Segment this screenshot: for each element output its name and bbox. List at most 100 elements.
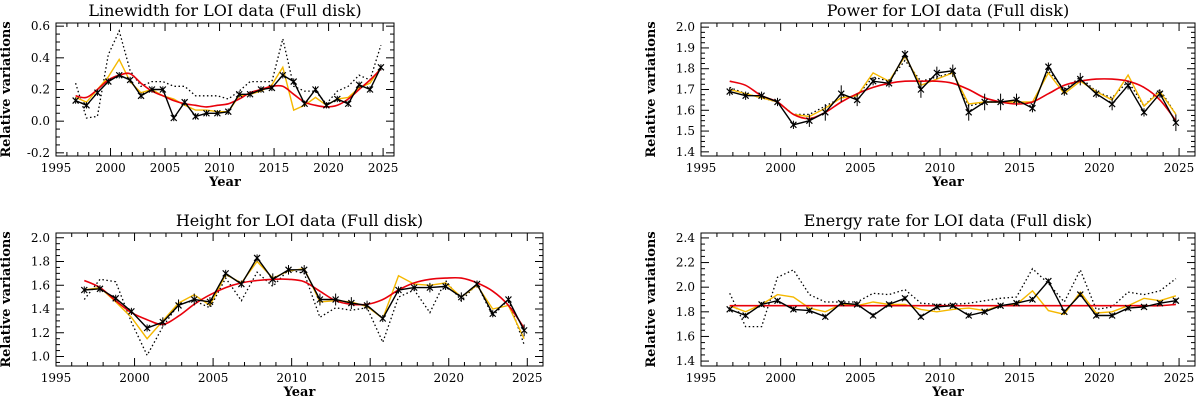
data-point-marker	[1124, 81, 1132, 89]
data-point-marker	[885, 79, 893, 87]
y-tick-label: 1.5	[676, 124, 695, 138]
series-line-red-fit	[729, 78, 1177, 122]
axes-frame	[55, 22, 395, 157]
x-tick-label: 1995	[686, 161, 717, 175]
data-point-marker	[917, 86, 925, 93]
data-point-marker	[869, 77, 877, 85]
y-tick-label: 2.4	[676, 231, 695, 245]
data-point-marker	[1060, 308, 1068, 316]
x-tick-label: 2020	[313, 161, 344, 175]
data-point-marker	[159, 318, 167, 326]
x-axis-label: Year	[931, 175, 964, 190]
data-point-marker	[170, 114, 178, 122]
x-tick-label: 2005	[845, 161, 876, 175]
y-tick-label: 0.6	[31, 19, 50, 33]
data-point-marker	[1108, 312, 1116, 319]
data-point-marker	[1029, 296, 1036, 303]
data-point-marker	[1076, 291, 1084, 298]
data-point-marker	[159, 86, 167, 93]
data-point-marker	[758, 301, 765, 308]
data-point-marker	[235, 90, 243, 98]
data-point-marker	[997, 302, 1005, 310]
plot-area	[80, 254, 528, 357]
x-tick-label: 2000	[95, 161, 126, 175]
data-point-marker	[1156, 299, 1164, 307]
data-point-marker	[742, 92, 750, 100]
data-point-marker	[410, 284, 418, 292]
data-point-marker	[426, 284, 434, 292]
data-point-marker	[949, 67, 957, 75]
x-tick-label: 2020	[1084, 161, 1115, 175]
y-tick-label: 1.8	[676, 62, 695, 76]
data-point-marker	[332, 296, 340, 303]
data-point-marker	[192, 112, 199, 120]
y-tick-label: 1.8	[676, 305, 695, 319]
y-tick-label: 1.2	[31, 326, 50, 340]
y-axis-label: Relative variations	[0, 21, 14, 157]
y-tick-label: 1.6	[676, 329, 695, 343]
data-point-marker	[901, 294, 909, 302]
y-tick-label: 2.0	[676, 20, 695, 34]
data-point-marker	[742, 312, 750, 319]
data-point-marker	[917, 313, 925, 321]
data-point-marker	[126, 76, 134, 84]
data-point-marker	[112, 294, 120, 302]
data-point-marker	[1013, 299, 1020, 307]
chart-title: Linewidth for LOI data (Full disk)	[88, 1, 361, 20]
data-point-marker	[774, 297, 781, 305]
data-point-marker	[726, 88, 734, 96]
x-tick-label: 2020	[433, 371, 464, 385]
data-point-marker	[869, 312, 877, 319]
y-tick-label: 2.2	[676, 256, 695, 270]
data-point-marker	[379, 315, 387, 322]
x-tick-label: 2015	[355, 371, 386, 385]
data-point-marker	[457, 293, 465, 301]
y-tick-label: 1.4	[676, 354, 695, 368]
data-point-marker	[115, 71, 123, 79]
data-point-marker	[1092, 90, 1100, 98]
data-point-marker	[224, 108, 232, 116]
y-tick-label: 1.7	[676, 83, 695, 97]
data-point-marker	[1092, 312, 1100, 319]
data-point-marker	[290, 78, 298, 86]
data-point-marker	[72, 97, 80, 105]
data-point-marker	[344, 100, 352, 108]
data-point-marker	[253, 254, 261, 262]
y-tick-label: 1.9	[676, 41, 695, 55]
data-point-marker	[347, 299, 355, 307]
data-point-marker	[83, 101, 90, 109]
x-tick-label: 2010	[925, 371, 956, 385]
data-point-marker	[821, 313, 829, 321]
data-point-marker	[933, 303, 941, 311]
data-point-marker	[237, 280, 245, 288]
y-tick-label: -0.2	[27, 146, 50, 160]
data-point-marker	[1044, 63, 1052, 71]
y-tick-label: 1.8	[31, 255, 50, 269]
data-point-marker	[489, 310, 497, 318]
data-point-marker	[442, 283, 450, 290]
data-point-marker	[300, 266, 308, 274]
data-point-marker	[853, 301, 861, 308]
chart-panel-power: Power for LOI data (Full disk) 1995 2000 20…	[644, 1, 1196, 190]
data-point-marker	[949, 302, 957, 310]
data-point-marker	[94, 89, 101, 97]
y-axis-label: Relative variations	[0, 231, 14, 367]
y-tick-label: 1.4	[676, 145, 695, 159]
data-point-marker	[316, 296, 324, 303]
data-point-marker	[175, 302, 182, 309]
x-tick-label: 2025	[1164, 161, 1195, 175]
data-point-marker	[1029, 104, 1036, 112]
data-point-marker	[333, 95, 341, 103]
y-tick-label: 1.6	[676, 103, 695, 117]
data-point-marker	[837, 90, 845, 98]
y-tick-label: 2.0	[676, 280, 695, 294]
data-point-marker	[997, 98, 1005, 106]
data-point-marker	[190, 296, 198, 303]
chart-title: Energy rate for LOI data (Full disk)	[804, 211, 1092, 230]
data-point-marker	[965, 108, 973, 116]
series-line-red-fit	[75, 68, 382, 108]
y-tick-label: 0.4	[31, 51, 50, 65]
data-point-marker	[981, 98, 989, 106]
x-tick-label: 1995	[686, 371, 717, 385]
